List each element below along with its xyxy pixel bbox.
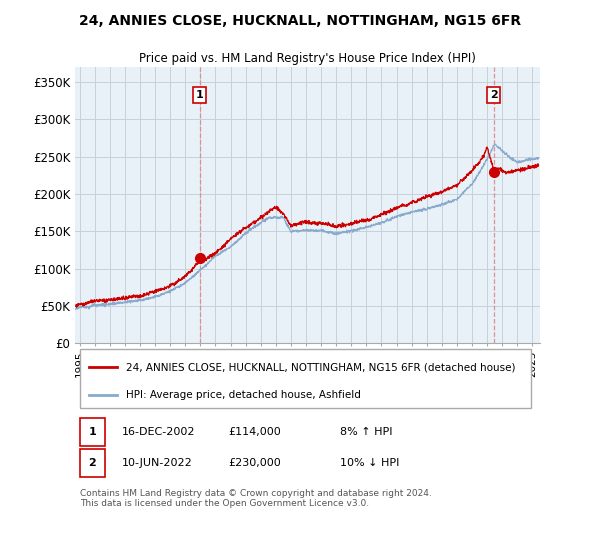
Text: HPI: Average price, detached house, Ashfield: HPI: Average price, detached house, Ashf… [126, 390, 361, 400]
FancyBboxPatch shape [80, 418, 105, 446]
Text: £230,000: £230,000 [229, 458, 281, 468]
Text: 2: 2 [88, 458, 96, 468]
Text: 8% ↑ HPI: 8% ↑ HPI [340, 427, 392, 437]
Text: 1: 1 [196, 90, 203, 100]
FancyBboxPatch shape [80, 349, 531, 408]
Text: 10% ↓ HPI: 10% ↓ HPI [340, 458, 400, 468]
Text: Contains HM Land Registry data © Crown copyright and database right 2024.
This d: Contains HM Land Registry data © Crown c… [80, 489, 431, 508]
FancyBboxPatch shape [80, 449, 105, 477]
Text: 16-DEC-2002: 16-DEC-2002 [121, 427, 195, 437]
Text: 1: 1 [88, 427, 96, 437]
Title: Price paid vs. HM Land Registry's House Price Index (HPI): Price paid vs. HM Land Registry's House … [139, 52, 476, 64]
Text: £114,000: £114,000 [229, 427, 281, 437]
Text: 2: 2 [490, 90, 497, 100]
Text: 24, ANNIES CLOSE, HUCKNALL, NOTTINGHAM, NG15 6FR (detached house): 24, ANNIES CLOSE, HUCKNALL, NOTTINGHAM, … [126, 362, 515, 372]
Text: 24, ANNIES CLOSE, HUCKNALL, NOTTINGHAM, NG15 6FR: 24, ANNIES CLOSE, HUCKNALL, NOTTINGHAM, … [79, 14, 521, 28]
Text: 10-JUN-2022: 10-JUN-2022 [121, 458, 192, 468]
